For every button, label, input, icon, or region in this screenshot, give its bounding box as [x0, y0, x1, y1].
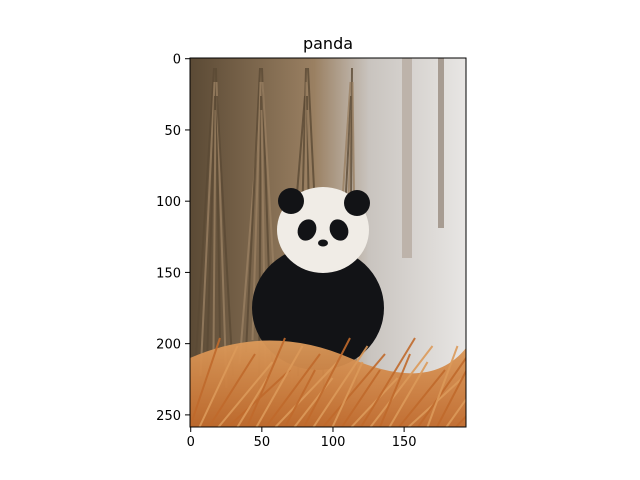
- axes-frame: [189, 57, 467, 428]
- y-tick-label: 150: [156, 266, 181, 281]
- y-tick-label: 0: [173, 53, 181, 68]
- x-tick-label: 50: [254, 435, 271, 450]
- grass-foreground: [190, 337, 466, 427]
- x-tick-label: 100: [321, 435, 346, 450]
- y-tick-label: 250: [156, 409, 181, 424]
- x-tick-label: 0: [187, 435, 195, 450]
- y-tick-label: 100: [156, 195, 181, 210]
- y-tick-label: 50: [164, 124, 181, 139]
- tree-trunk: [402, 58, 412, 258]
- y-tick-label: 200: [156, 338, 181, 353]
- tree-trunk: [438, 58, 444, 228]
- y-axis: 0 50 100 150 200 250: [156, 53, 190, 424]
- panda-image: [190, 58, 466, 427]
- x-axis: 0 50 100 150: [187, 427, 417, 450]
- x-tick-label: 150: [392, 435, 417, 450]
- chart-title: panda: [303, 34, 353, 53]
